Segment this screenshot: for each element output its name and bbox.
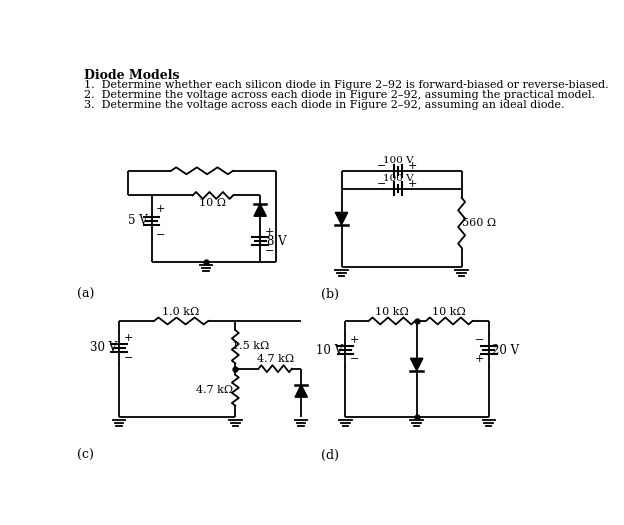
Text: +: + — [124, 333, 133, 343]
Text: +: + — [156, 204, 165, 214]
Polygon shape — [254, 204, 266, 216]
Text: 5 V: 5 V — [128, 214, 147, 227]
Text: −: − — [265, 246, 274, 256]
Text: 8 V: 8 V — [267, 235, 287, 248]
Text: 10 Ω: 10 Ω — [199, 198, 227, 208]
Text: −: − — [475, 335, 484, 345]
Text: +: + — [475, 354, 484, 364]
Text: +: + — [350, 335, 359, 345]
Text: 10 kΩ: 10 kΩ — [375, 307, 409, 317]
Text: −: − — [124, 353, 133, 363]
Text: 100 V: 100 V — [383, 174, 413, 183]
Text: 1.5 kΩ: 1.5 kΩ — [232, 341, 270, 351]
Text: −: − — [377, 179, 386, 189]
Text: −: − — [350, 354, 359, 364]
Text: 1.  Determine whether each silicon diode in Figure 2–92 is forward-biased or rev: 1. Determine whether each silicon diode … — [84, 80, 609, 90]
Text: 30 V: 30 V — [90, 341, 117, 354]
Text: +: + — [265, 227, 274, 237]
Text: (a): (a) — [77, 288, 94, 300]
Text: (c): (c) — [77, 449, 94, 462]
Text: 560 Ω: 560 Ω — [462, 218, 495, 228]
Text: 20 V: 20 V — [492, 344, 519, 356]
Text: 10 V: 10 V — [316, 344, 343, 356]
Polygon shape — [411, 358, 423, 371]
Text: 1.0 kΩ: 1.0 kΩ — [162, 307, 200, 317]
Text: 100 V: 100 V — [383, 156, 413, 165]
Text: 4.7 kΩ: 4.7 kΩ — [256, 354, 294, 364]
Text: 2.  Determine the voltage across each diode in Figure 2–92, assuming the practic: 2. Determine the voltage across each dio… — [84, 90, 595, 100]
Text: Diode Models: Diode Models — [84, 69, 180, 82]
Text: (d): (d) — [321, 449, 339, 462]
Text: 10 kΩ: 10 kΩ — [432, 307, 466, 317]
Text: −: − — [156, 230, 165, 240]
Polygon shape — [295, 385, 308, 397]
Text: 3.  Determine the voltage across each diode in Figure 2–92, assuming an ideal di: 3. Determine the voltage across each dio… — [84, 100, 565, 110]
Text: +: + — [408, 179, 417, 189]
Text: (b): (b) — [321, 288, 339, 300]
Text: −: − — [377, 161, 386, 171]
Text: 4.7 kΩ: 4.7 kΩ — [196, 385, 233, 395]
Text: +: + — [408, 161, 417, 171]
Polygon shape — [335, 213, 348, 225]
